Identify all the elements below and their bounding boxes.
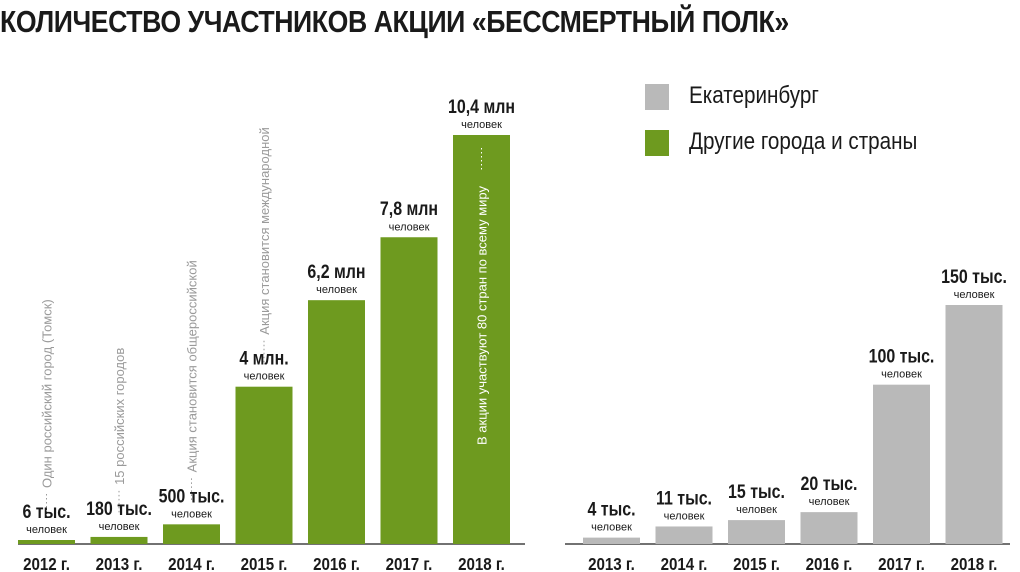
ekb-category-label-2: 2015 г.: [733, 554, 780, 572]
other-value-label-4: 6,2 млн: [307, 261, 365, 283]
legend-item-ekaterinburg: Екатеринбург: [645, 82, 1005, 114]
ekb-bar-1: [655, 526, 713, 544]
ekb-value-label-5: 150 тыс.: [941, 266, 1007, 288]
other-unit-label-4: человек: [316, 284, 357, 296]
annotation-3: Акция становится международной: [257, 127, 272, 334]
ekb-bar-0: [583, 537, 640, 544]
other-category-label-3: 2015 г.: [241, 554, 288, 572]
other-value-label-3: 4 млн.: [239, 347, 288, 369]
other-unit-label-0: человек: [26, 524, 67, 536]
ekb-bar-4: [873, 384, 930, 544]
annotation-6: В акции участвуют 80 стран по всему миру: [475, 185, 490, 445]
other-unit-label-6: человек: [461, 119, 502, 131]
other-category-label-4: 2016 г.: [313, 554, 360, 572]
ekb-unit-label-2: человек: [736, 504, 777, 516]
legend-label-ekaterinburg: Екатеринбург: [689, 82, 819, 109]
ekb-unit-label-0: человек: [591, 522, 632, 534]
other-value-label-5: 7,8 млн: [380, 198, 438, 220]
other-unit-label-5: человек: [389, 221, 430, 233]
annotation-0: Один российский город (Томск): [40, 299, 55, 488]
ekb-bar-5: [945, 305, 1003, 544]
other-value-label-1: 180 тыс.: [86, 498, 152, 520]
ekb-value-label-0: 4 тыс.: [587, 498, 635, 520]
ekb-bar-2: [728, 520, 785, 544]
legend-item-other: Другие города и страны: [645, 128, 1005, 160]
ekb-value-label-1: 11 тыс.: [656, 487, 712, 509]
ekb-bar-3: [800, 512, 858, 544]
other-unit-label-3: человек: [244, 371, 285, 383]
other-category-label-2: 2014 г.: [168, 554, 215, 572]
other-value-label-2: 500 тыс.: [159, 485, 225, 507]
ekb-value-label-4: 100 тыс.: [869, 345, 935, 367]
ekb-category-label-4: 2017 г.: [878, 554, 925, 572]
other-bar-4: [308, 300, 365, 544]
other-value-label-0: 6 тыс.: [22, 501, 70, 523]
other-bar-0: [18, 540, 75, 544]
ekb-unit-label-3: человек: [809, 496, 850, 508]
ekb-value-label-3: 20 тыс.: [801, 473, 858, 495]
other-value-label-6: 10,4 млн: [448, 96, 515, 118]
other-category-label-0: 2012 г.: [23, 554, 70, 572]
ekb-unit-label-4: человек: [881, 369, 922, 381]
other-bar-1: [90, 536, 148, 544]
other-bar-3: [235, 386, 293, 544]
ekb-unit-label-5: человек: [954, 289, 995, 301]
other-bar-5: [380, 237, 438, 544]
chart-title: КОЛИЧЕСТВО УЧАСТНИКОВ АКЦИИ «БЕССМЕРТНЫЙ…: [0, 4, 789, 39]
ekb-unit-label-1: человек: [664, 510, 705, 522]
legend-label-other: Другие города и страны: [689, 128, 918, 155]
other-unit-label-2: человек: [171, 508, 212, 520]
annotation-1: 15 российских городов: [112, 348, 127, 485]
legend-swatch-ekaterinburg: [645, 84, 669, 110]
other-category-label-1: 2013 г.: [96, 554, 143, 572]
ekb-category-label-5: 2018 г.: [951, 554, 998, 572]
other-category-label-5: 2017 г.: [386, 554, 433, 572]
ekb-value-label-2: 15 тыс.: [728, 481, 785, 503]
ekb-category-label-1: 2014 г.: [661, 554, 708, 572]
other-category-label-6: 2018 г.: [458, 554, 505, 572]
other-bar-2: [163, 524, 220, 544]
legend-swatch-other: [645, 130, 669, 156]
ekb-category-label-0: 2013 г.: [588, 554, 635, 572]
other-unit-label-1: человек: [99, 521, 140, 533]
annotation-2: Акция становится общероссийской: [185, 260, 200, 472]
other-bar-6: [453, 135, 510, 544]
ekb-category-label-3: 2016 г.: [806, 554, 853, 572]
